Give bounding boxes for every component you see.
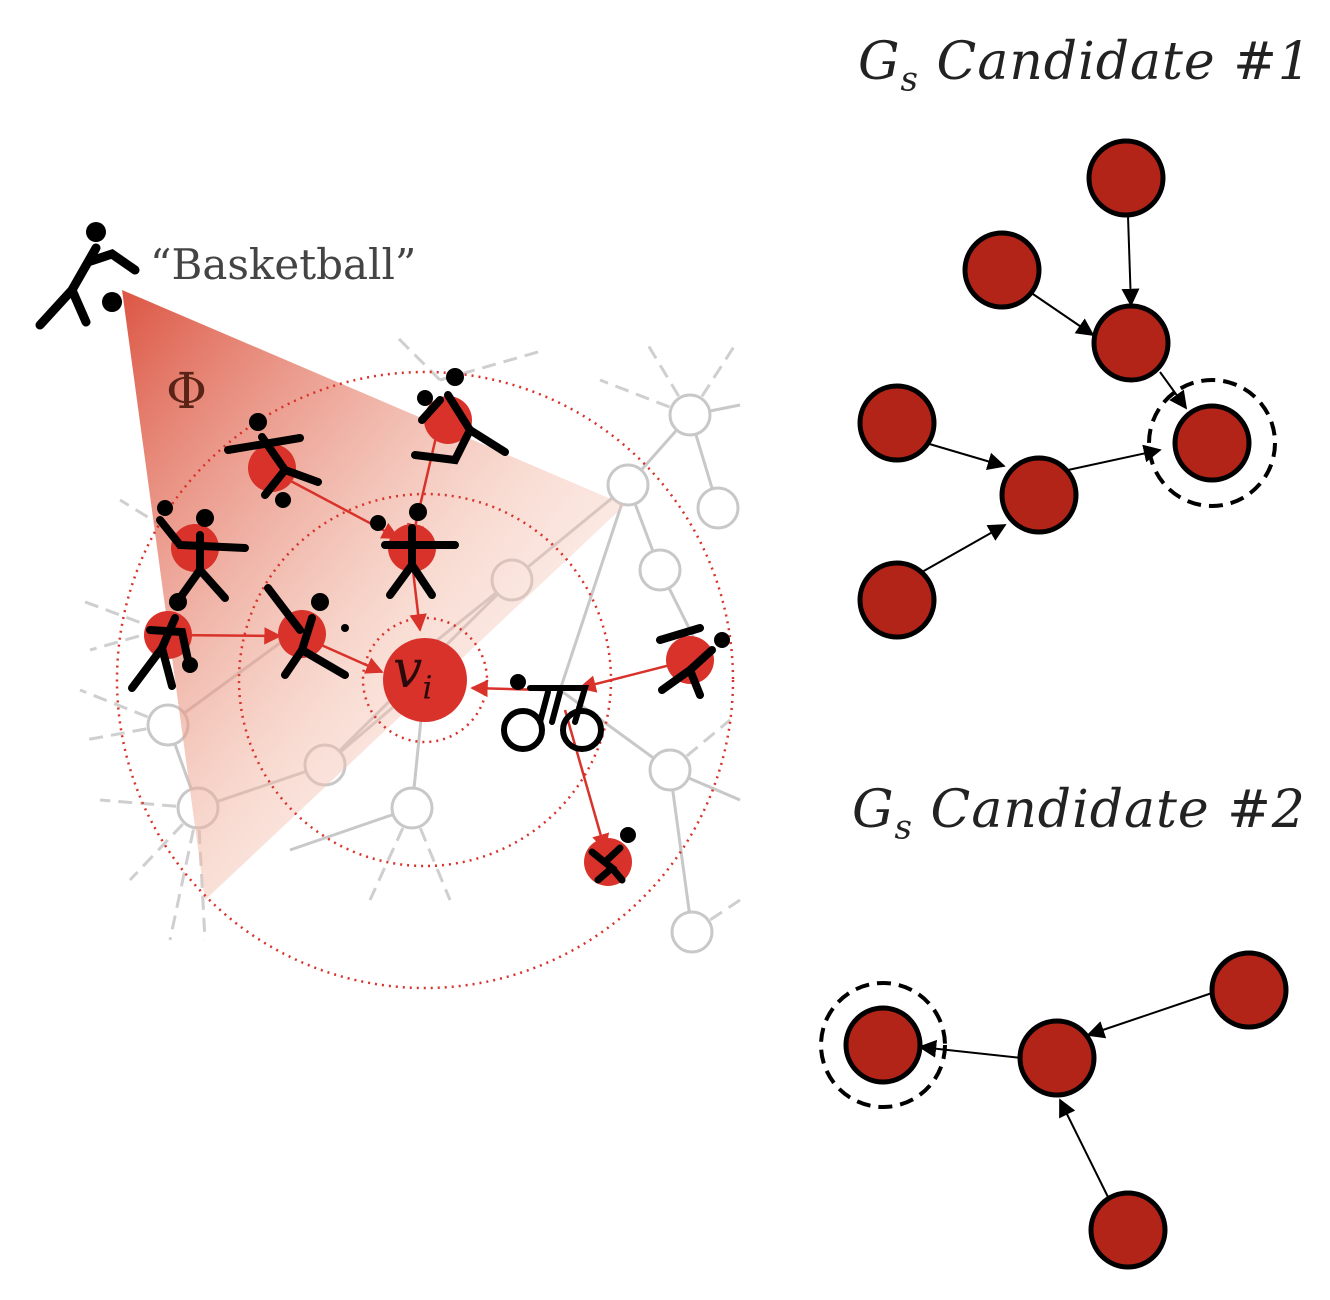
target-node-label: vi [393,640,433,706]
basketball-player-icon [128,593,198,692]
target-highlight-ring [1147,378,1277,508]
candidate-2-graph [819,950,1289,1270]
target-symbol: v [393,640,423,700]
runner-icon [411,368,509,465]
candidate-2-title: Gs Candidate #2 [852,780,1306,847]
soccer-player-icon [224,413,322,508]
target-graph-node [843,1005,923,1085]
runner-icon [656,624,730,699]
title-sub: s [900,59,919,100]
graph-node [1017,1018,1097,1098]
title-main: G [858,32,901,92]
title-sub: s [894,807,913,848]
phi-label: Φ [166,362,207,420]
graph-node [1086,138,1166,218]
title-rest: Candidate #1 [919,32,1312,92]
query-label: “Basketball” [150,240,417,289]
candidate-1-graph [857,138,1277,640]
soccer-player-icon [156,500,249,602]
target-node [383,638,467,722]
basketball-player-icon [35,222,140,330]
graph-node [962,230,1042,310]
target-highlight-ring [819,981,947,1109]
graph-node [1091,303,1171,383]
graph-node [857,560,937,640]
soccer-player-icon [370,503,459,599]
graph-node [1209,950,1289,1030]
runner-icon [588,827,636,884]
target-graph-node [1172,403,1252,483]
title-rest: Candidate #2 [913,780,1306,840]
title-main: G [852,780,895,840]
graph-node [999,455,1079,535]
target-subscript: i [422,668,433,707]
graph-node [857,383,937,463]
left-panel [35,222,741,990]
candidate-1-title: Gs Candidate #1 [858,32,1312,99]
graph-node [1088,1190,1168,1270]
cyclist-icon [501,674,604,752]
projection-cone [122,290,625,900]
baseball-player-icon [264,584,349,679]
